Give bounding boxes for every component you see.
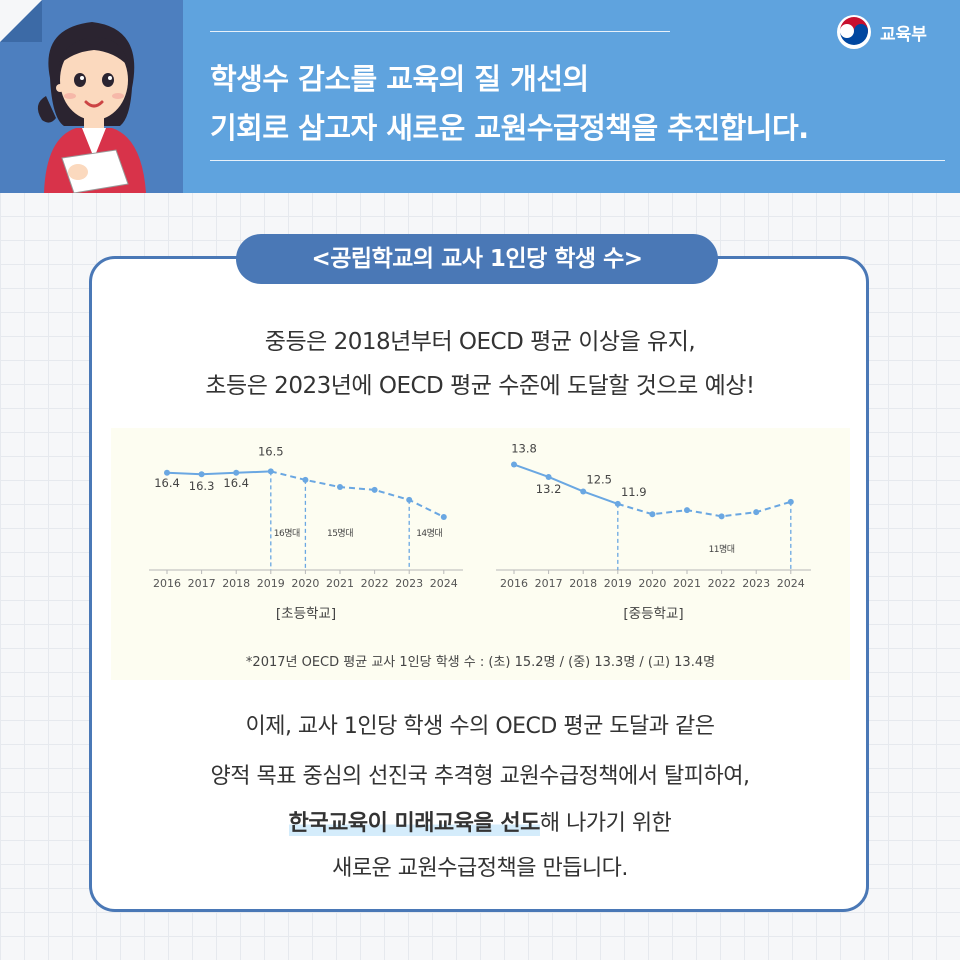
series-line-actual (513, 463, 619, 505)
body-line3-rest: 해 나가기 위한 (539, 811, 672, 836)
chart-title: [중등학교] (623, 606, 683, 622)
data-label: 13.8 (511, 442, 537, 456)
series-line-actual (166, 470, 271, 476)
data-point (198, 471, 205, 478)
data-point (302, 476, 309, 483)
data-point (684, 507, 690, 514)
data-label: 11.9 (621, 485, 647, 499)
data-label: 16.4 (223, 476, 249, 490)
range-annotation: 14명대 (416, 528, 442, 539)
x-tick-label: 2019 (257, 577, 285, 590)
x-tick-label: 2023 (395, 577, 423, 590)
data-point (545, 473, 552, 480)
data-point (580, 488, 587, 495)
data-point (787, 498, 794, 505)
chart-title: [초등학교] (276, 606, 336, 622)
data-point (614, 500, 621, 507)
data-point (511, 461, 517, 468)
x-tick-label: 2019 (604, 577, 632, 590)
body-line2: 양적 목표 중심의 선진국 추격형 교원수급정책에서 탈피하여, (210, 764, 750, 789)
x-tick-label: 2020 (291, 577, 319, 590)
data-point (718, 513, 725, 520)
ministry-emblem-icon (837, 15, 871, 49)
series-line-projected (270, 470, 445, 518)
data-label: 13.2 (536, 482, 562, 496)
x-tick-label: 2022 (708, 577, 736, 590)
data-label: 16.3 (189, 479, 215, 493)
body-line4: 새로운 교원수급정책을 만듭니다. (332, 856, 628, 881)
section-title: <공립학교의 교사 1인당 학생 수> (236, 234, 718, 284)
x-tick-label: 2017 (535, 577, 563, 590)
intro-line1: 중등은 2018년부터 OECD 평균 이상을 유지, (264, 329, 696, 355)
x-tick-label: 2020 (638, 577, 666, 590)
data-label: 16.5 (258, 444, 284, 458)
body-line1: 이제, 교사 1인당 학생 수의 OECD 평균 도달과 같은 (245, 714, 715, 739)
body-line3: 한국교육이 미래교육을 선도해 나가기 위한 (0, 805, 960, 837)
x-tick-label: 2016 (500, 577, 528, 590)
data-label: 16.4 (154, 476, 180, 490)
data-point (753, 509, 760, 516)
ministry-name: 교육부 (880, 25, 927, 45)
x-tick-label: 2018 (569, 577, 597, 590)
range-annotation: 15명대 (327, 528, 353, 539)
range-annotation: 11명대 (709, 544, 735, 555)
data-point (649, 511, 656, 518)
data-point (337, 484, 343, 491)
x-tick-label: 2024 (430, 577, 458, 590)
header-rule-bottom (210, 160, 945, 161)
data-label: 12.5 (586, 472, 612, 486)
range-annotation: 16명대 (274, 528, 300, 539)
x-tick-label: 2021 (673, 577, 701, 590)
header-title-line2: 기회로 삼고자 새로운 교원수급정책을 추진합니다. (210, 111, 809, 145)
x-tick-label: 2021 (326, 577, 354, 590)
data-point (233, 469, 240, 476)
chart-area: 2016 2017 2018 2019 2020 2021 2022 2023 2024 16.4… (111, 428, 850, 680)
header-rule-top (210, 31, 670, 32)
charts-svg: 2016 2017 2018 2019 2020 2021 2022 2023 2024 16.4… (149, 442, 811, 622)
x-tick-label: 2017 (188, 577, 216, 590)
data-point (164, 469, 170, 476)
series-line-projected (617, 500, 792, 518)
data-point (267, 468, 274, 475)
x-tick-label: 2018 (222, 577, 250, 590)
header-title-line1: 학생수 감소를 교육의 질 개선의 (210, 62, 589, 96)
data-point (440, 513, 447, 520)
page-fold (0, 0, 42, 42)
x-tick-label: 2024 (777, 577, 805, 590)
x-tick-label: 2023 (742, 577, 770, 590)
x-tick-label: 2016 (153, 577, 181, 590)
x-tick-label: 2022 (361, 577, 389, 590)
data-point (406, 496, 413, 503)
body-highlight: 한국교육이 미래교육을 선도 (288, 811, 540, 836)
teacher-character-illustration (37, 22, 146, 193)
footnote: *2017년 OECD 평균 교사 1인당 학생 수 : (초) 15.2명 /… (245, 655, 716, 670)
data-point (371, 486, 378, 493)
intro-line2: 초등은 2023년에 OECD 평균 수준에 도달할 것으로 예상! (205, 373, 755, 399)
